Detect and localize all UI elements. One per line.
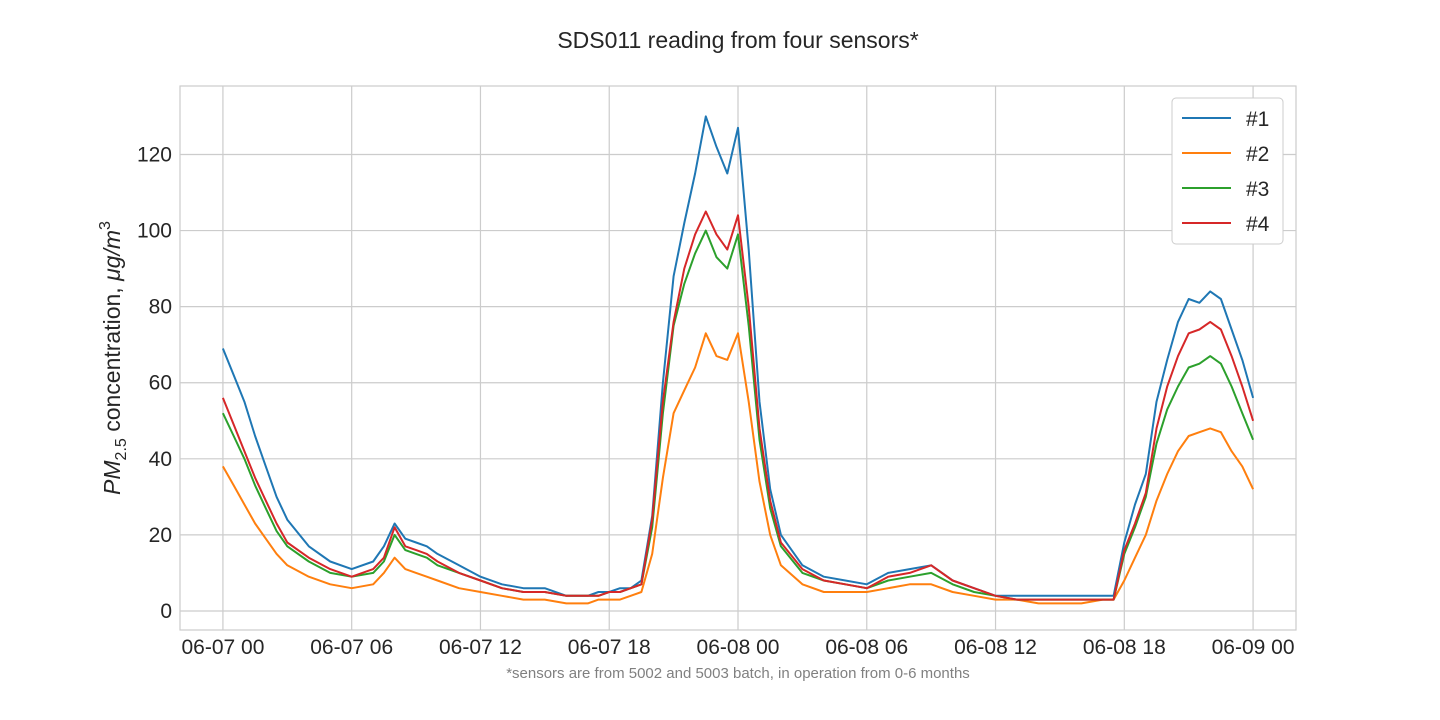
x-tick-label: 06-07 06 (310, 636, 393, 659)
legend-label: #4 (1246, 213, 1270, 236)
legend-label: #3 (1246, 178, 1269, 201)
legend-label: #1 (1246, 108, 1269, 131)
x-tick-label: 06-08 18 (1083, 636, 1166, 659)
legend: #1 #2 #3 #4 (1171, 97, 1284, 245)
y-axis-title-pm: PM (99, 460, 125, 495)
series-line-3 (221, 229, 1255, 601)
series-line-4 (221, 210, 1255, 601)
legend-box (1171, 97, 1284, 245)
y-axis-title-text: concentration, (99, 281, 125, 438)
legend-label: #2 (1246, 143, 1269, 166)
y-axis-title-unit: μg/m (99, 230, 125, 282)
y-tick-label: 60 (149, 372, 172, 395)
x-tick-label: 06-08 00 (697, 636, 780, 659)
y-axis-title-subscript: 2.5 (113, 438, 130, 460)
y-tick-label: 0 (160, 600, 172, 623)
x-tick-label: 06-08 12 (954, 636, 1037, 659)
chart-title: SDS011 reading from four sensors* (557, 27, 918, 53)
y-tick-label: 40 (149, 448, 172, 471)
x-tick-label: 06-07 12 (439, 636, 522, 659)
x-tick-label: 06-08 06 (825, 636, 908, 659)
footnote: *sensors are from 5002 and 5003 batch, i… (506, 665, 970, 682)
y-tick-label: 80 (149, 296, 172, 319)
plot-frame (179, 85, 1297, 631)
series-lines (221, 115, 1255, 605)
x-tick-label: 06-09 00 (1212, 636, 1295, 659)
series-line-2 (222, 332, 1255, 605)
y-tick-label: 120 (137, 143, 172, 166)
grid (180, 86, 1296, 630)
y-tick-label: 100 (137, 220, 172, 243)
tick-labels: 0 20 40 60 80 100 120 06-07 00 06-07 06 06-07 12 0… (137, 143, 1295, 659)
x-tick-label: 06-07 18 (568, 636, 651, 659)
y-axis-title: PM2.5 concentration, μg/m3 (97, 221, 130, 495)
y-axis-title-superscript: 3 (97, 221, 114, 230)
series-line-1 (221, 115, 1255, 597)
y-tick-label: 20 (149, 524, 172, 547)
x-tick-label: 06-07 00 (181, 636, 264, 659)
